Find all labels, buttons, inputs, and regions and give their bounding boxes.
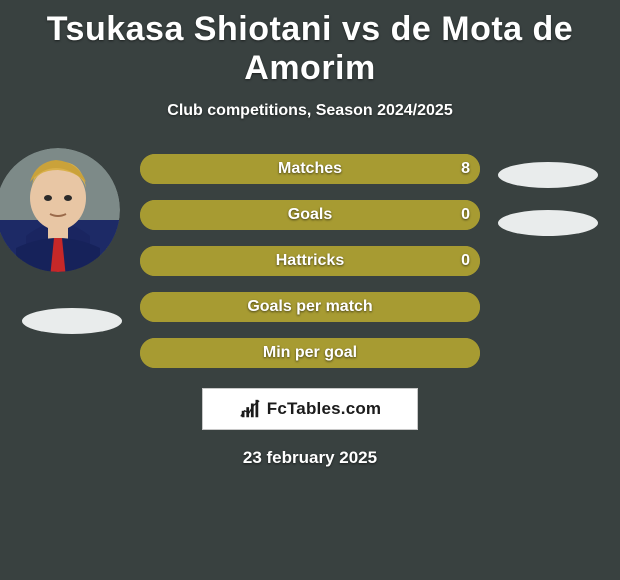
player-left-avatar [0, 148, 120, 272]
stat-bar-label: Goals per match [140, 292, 480, 322]
stat-bar-row: Hattricks0 [140, 246, 480, 276]
stat-bar-value-left: 8 [461, 154, 470, 184]
stat-bar-row: Goals per match [140, 292, 480, 322]
stat-bar-row: Matches8 [140, 154, 480, 184]
stat-bars: Matches8Goals0Hattricks0Goals per matchM… [140, 154, 480, 384]
subtitle: Club competitions, Season 2024/2025 [0, 102, 620, 120]
date-text: 23 february 2025 [0, 448, 620, 468]
player-right-shadow-1 [498, 162, 598, 188]
stat-bar-label: Min per goal [140, 338, 480, 368]
player-left-avatar-svg [0, 148, 120, 272]
stat-bar-row: Goals0 [140, 200, 480, 230]
source-badge: FcTables.com [202, 388, 418, 430]
stat-bar-value-left: 0 [461, 246, 470, 276]
source-badge-text: FcTables.com [267, 399, 382, 419]
stat-bar-label: Matches [140, 154, 480, 184]
stat-bar-value-left: 0 [461, 200, 470, 230]
stat-bar-label: Hattricks [140, 246, 480, 276]
stat-bar-label: Goals [140, 200, 480, 230]
player-left-shadow [22, 308, 122, 334]
stat-bar-row: Min per goal [140, 338, 480, 368]
comparison-arena: Matches8Goals0Hattricks0Goals per matchM… [0, 148, 620, 378]
chart-icon [239, 398, 261, 420]
player-right-shadow-2 [498, 210, 598, 236]
page-title: Tsukasa Shiotani vs de Mota de Amorim [0, 0, 620, 88]
